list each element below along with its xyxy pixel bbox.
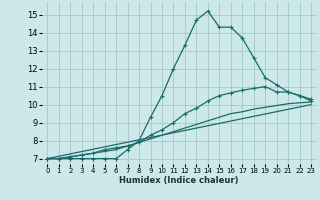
X-axis label: Humidex (Indice chaleur): Humidex (Indice chaleur) (119, 176, 239, 185)
